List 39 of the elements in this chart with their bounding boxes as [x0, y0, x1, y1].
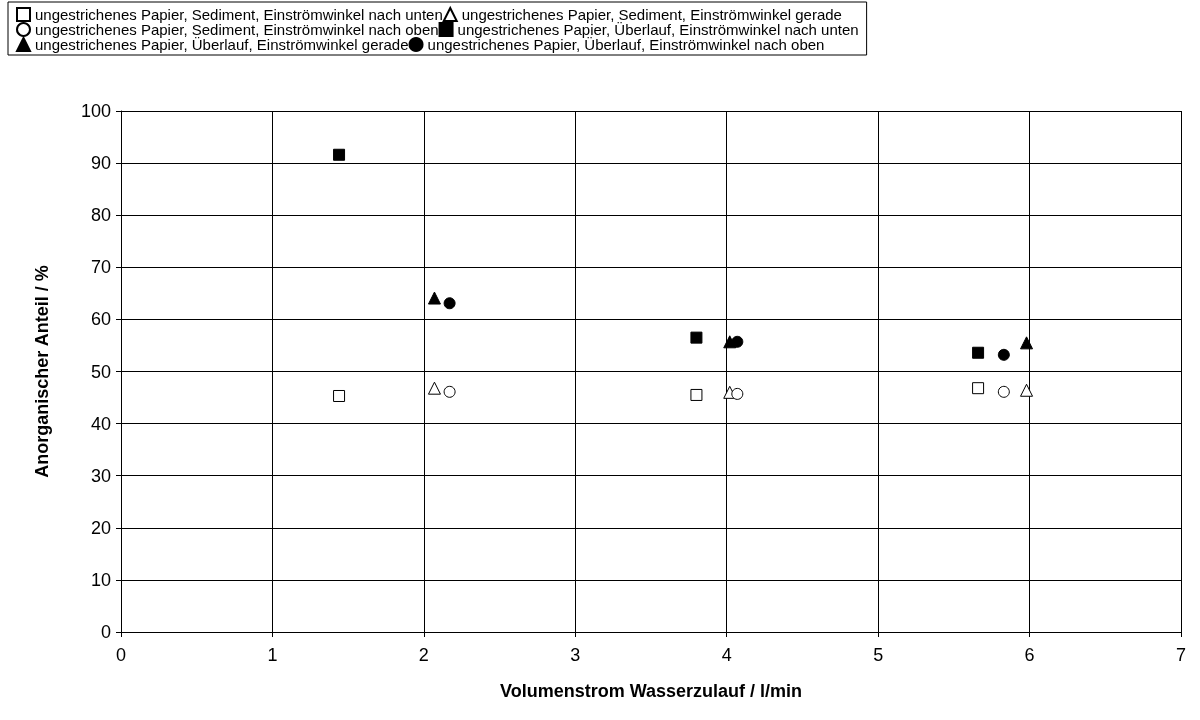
x-tick-label: 5 — [873, 645, 884, 665]
y-axis-title: Anorganischer Anteil / % — [32, 265, 52, 478]
y-tick-label: 40 — [90, 413, 111, 434]
y-tick-label: 60 — [90, 309, 111, 330]
point — [690, 388, 703, 401]
point — [731, 387, 744, 400]
y-tick-label: 20 — [90, 517, 111, 538]
point — [1020, 336, 1034, 350]
x-tick-label: 6 — [1024, 645, 1035, 665]
legend-label: ungestrichenes Papier, Sediment, Einströmwinkel gerade — [461, 6, 842, 23]
point — [972, 382, 985, 395]
y-tick-label: 0 — [100, 622, 111, 642]
x-tick-label: 7 — [1175, 645, 1187, 665]
x-tick-label: 2 — [418, 645, 429, 665]
point — [427, 381, 441, 395]
legend-label: ungestrichenes Papier, Sediment, Einströmwinkel nach unten — [35, 6, 443, 23]
point — [972, 346, 985, 359]
point — [690, 331, 703, 344]
point — [731, 335, 744, 348]
x-axis-title: Volumenstrom Wasserzulauf / l/min — [499, 681, 803, 701]
x-tick-label: 1 — [267, 645, 278, 665]
point — [443, 297, 456, 310]
point — [997, 348, 1010, 361]
y-tick-label: 10 — [90, 569, 111, 590]
point — [1020, 383, 1034, 397]
y-tick-label: 50 — [90, 361, 111, 382]
point — [333, 389, 346, 402]
y-tick-label: 90 — [90, 153, 111, 174]
x-tick-label: 3 — [570, 645, 581, 665]
y-tick-label: 70 — [90, 257, 111, 278]
point — [427, 291, 441, 305]
point — [997, 385, 1010, 398]
point — [333, 148, 346, 161]
y-tick-label: 100 — [80, 101, 111, 121]
x-tick-label: 0 — [115, 645, 127, 665]
x-tick-label: 4 — [721, 645, 732, 665]
point — [443, 385, 456, 398]
y-tick-label: 80 — [90, 205, 111, 226]
y-tick-label: 30 — [90, 465, 111, 486]
